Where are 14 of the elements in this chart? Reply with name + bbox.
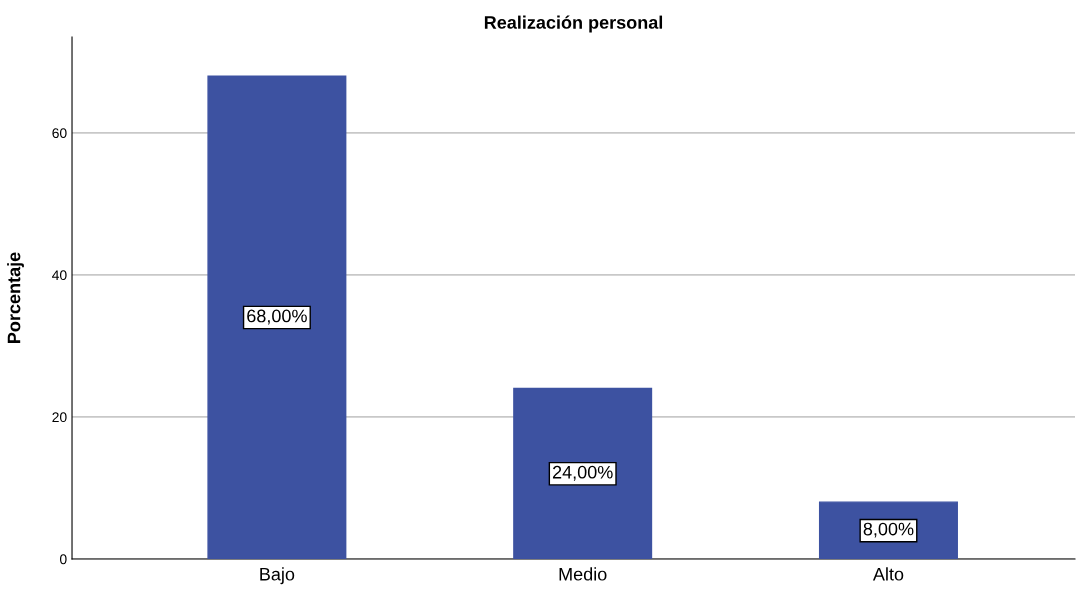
y-tick-label: 60: [52, 128, 67, 139]
data-label: 24,00%: [552, 465, 613, 481]
bar: [207, 75, 347, 559]
y-tick-label: 20: [52, 412, 67, 423]
bar: [513, 387, 653, 559]
y-axis-title: Porcentaje: [7, 252, 24, 343]
x-tick-label: Alto: [872, 567, 904, 581]
x-tick-label: Medio: [559, 567, 607, 581]
x-tick-label: Bajo: [260, 567, 295, 585]
chart-title: Realización personal: [484, 15, 663, 33]
data-label: 68,00%: [247, 309, 307, 325]
data-label: 8,00%: [863, 522, 914, 538]
y-tick-label: 0: [59, 554, 67, 565]
y-tick-label: 40: [52, 270, 67, 281]
